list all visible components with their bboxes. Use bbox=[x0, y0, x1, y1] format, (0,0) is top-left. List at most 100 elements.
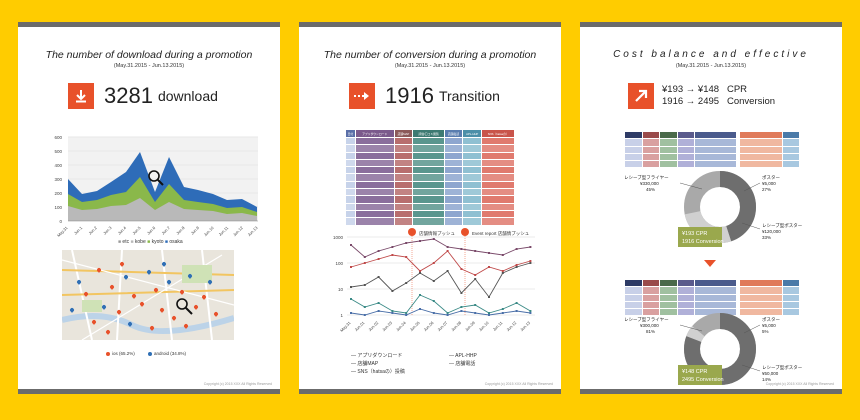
table-cell bbox=[694, 130, 741, 140]
y-tick-label: 100 bbox=[54, 205, 62, 210]
arrow-up-right-icon bbox=[628, 83, 654, 109]
conversion-card-title: The number of conversion during a promot… bbox=[323, 49, 537, 61]
table-cell bbox=[737, 308, 783, 317]
x-tick-label: Jun.2 bbox=[87, 225, 98, 236]
table-cell bbox=[694, 293, 741, 302]
x-tick-label: Jun.03 bbox=[381, 320, 394, 333]
x-tick-label: Jun.09 bbox=[464, 320, 477, 333]
series-marker bbox=[377, 250, 380, 252]
table-cell bbox=[345, 209, 356, 219]
table-cell bbox=[624, 300, 643, 310]
series-marker bbox=[529, 312, 532, 314]
table-cell bbox=[624, 278, 643, 288]
table-cell bbox=[624, 160, 643, 169]
table-header-cell: 店舗MAP bbox=[393, 129, 414, 138]
download-card-title: The number of download during a promotio… bbox=[45, 49, 253, 61]
map-magnifier-icon bbox=[176, 298, 193, 315]
download-chart-legend: ■ etc ■ kobe ■ kyoto ■ osaka bbox=[118, 239, 183, 245]
svg-text:¥5,000: ¥5,000 bbox=[762, 323, 776, 328]
y-tick-label: 100 bbox=[335, 261, 343, 266]
series-marker bbox=[377, 276, 380, 278]
conversion-table: 日付 アプリダウンロード 店舗MAP 評価/口コミ閲覧 店舗電話 APL-HHP SNS（h… bbox=[345, 129, 515, 226]
table-cell bbox=[737, 138, 783, 147]
download-map[interactable] bbox=[62, 250, 234, 340]
table-cell bbox=[461, 136, 483, 146]
download-headline: 3281 download bbox=[68, 81, 218, 111]
x-tick-label: Jun.12 bbox=[505, 320, 518, 333]
series-marker bbox=[488, 312, 490, 314]
x-tick-label: Jun.06 bbox=[422, 320, 435, 333]
table-cell bbox=[481, 151, 515, 160]
table-cell bbox=[694, 286, 741, 295]
table-cell bbox=[412, 209, 445, 219]
x-tick-label: May.31 bbox=[56, 225, 69, 237]
table-cell bbox=[641, 278, 660, 288]
conversion-unit: Transition bbox=[438, 88, 500, 104]
kobe-series bbox=[68, 198, 257, 221]
svg-text:¥50,000: ¥50,000 bbox=[762, 371, 779, 376]
cost-table-before bbox=[624, 130, 800, 169]
conv-before: 1916 bbox=[662, 96, 684, 107]
table-cell bbox=[737, 160, 783, 169]
series-marker bbox=[432, 262, 435, 264]
svg-text:レシーブ型ポスター: レシーブ型ポスター bbox=[762, 364, 803, 371]
svg-text:¥120,000: ¥120,000 bbox=[762, 229, 781, 234]
table-cell bbox=[443, 166, 463, 175]
table-cell bbox=[641, 160, 660, 169]
download-arrow-icon bbox=[68, 83, 94, 109]
svg-text:¥193 CPR: ¥193 CPR bbox=[682, 231, 707, 237]
svg-text:27%: 27% bbox=[762, 187, 771, 192]
table-cell bbox=[443, 195, 463, 204]
series-marker bbox=[363, 314, 366, 316]
series-marker bbox=[488, 296, 490, 298]
y-tick-label: 10 bbox=[338, 287, 344, 292]
series-marker bbox=[515, 266, 518, 268]
table-row bbox=[345, 173, 515, 182]
table-cell bbox=[641, 300, 660, 310]
table-cell bbox=[345, 173, 356, 182]
table-cell bbox=[694, 138, 741, 147]
table-cell bbox=[461, 166, 483, 175]
table-cell bbox=[676, 278, 695, 288]
table-cell bbox=[676, 138, 695, 147]
cpr-before: ¥193 bbox=[662, 84, 684, 95]
table-cell bbox=[412, 166, 445, 175]
conversion-headline: 1916 Transition bbox=[349, 81, 500, 111]
series-marker bbox=[460, 248, 463, 250]
donut-after: レシーブ型フライヤー ¥300,000 81% ポスター ¥5,000 5% レ… bbox=[624, 313, 803, 385]
table-cell bbox=[345, 217, 356, 226]
table-cell bbox=[481, 180, 515, 190]
table-row bbox=[345, 151, 515, 160]
series-marker bbox=[391, 246, 394, 248]
series-marker bbox=[405, 312, 408, 314]
series-marker bbox=[405, 282, 408, 284]
table-row bbox=[345, 180, 515, 190]
table-cell bbox=[641, 138, 660, 147]
table-row bbox=[624, 286, 800, 295]
conversion-line-chart: 1000 100 10 1 店舗情報プッシュ Event report 店舗情プッシュ… bbox=[333, 228, 535, 333]
series-marker bbox=[488, 266, 490, 268]
table-cell bbox=[481, 166, 515, 175]
table-cell bbox=[676, 160, 695, 169]
table-cell bbox=[781, 130, 800, 140]
table-row bbox=[345, 188, 515, 197]
conv-after: 2495 bbox=[697, 96, 720, 107]
table-cell bbox=[393, 209, 414, 219]
download-unit: download bbox=[157, 88, 218, 104]
table-cell bbox=[354, 144, 395, 153]
svg-text:¥330,000: ¥330,000 bbox=[640, 181, 659, 186]
table-cell bbox=[694, 152, 741, 162]
table-cell bbox=[676, 293, 695, 302]
x-tick-label: Jun.02 bbox=[367, 320, 380, 333]
series-marker bbox=[515, 302, 518, 304]
table-cell bbox=[659, 278, 678, 288]
table-cell bbox=[393, 195, 414, 204]
series-marker bbox=[474, 250, 477, 252]
y-tick-label: 0 bbox=[59, 219, 62, 224]
table-row bbox=[345, 166, 515, 175]
series-marker bbox=[488, 252, 490, 254]
series-marker bbox=[419, 270, 421, 272]
svg-text:レシーブ型フライヤー: レシーブ型フライヤー bbox=[624, 174, 669, 181]
table-row bbox=[624, 138, 800, 147]
series-marker bbox=[432, 280, 435, 282]
